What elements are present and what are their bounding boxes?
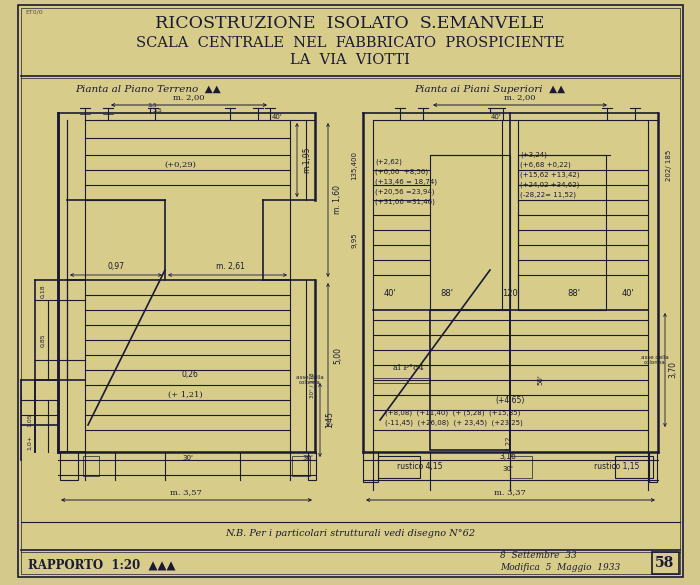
Text: 1,05: 1,05 [27, 413, 32, 427]
Bar [510, 456, 532, 478]
Text: Pianta al Piano Terreno  ▲▲: Pianta al Piano Terreno ▲▲ [75, 84, 221, 94]
Text: 40': 40' [491, 114, 501, 120]
Text: al P°84: al P°84 [393, 364, 424, 372]
Text: ET0/0: ET0/0 [25, 9, 43, 14]
Text: 40': 40' [272, 114, 282, 120]
Text: m. 2,00: m. 2,00 [504, 93, 536, 101]
Text: m. 2,00: m. 2,00 [174, 93, 204, 101]
Text: asse della
colonna: asse della colonna [296, 374, 324, 386]
Text: 202/ 185: 202/ 185 [666, 149, 672, 181]
Bar [378, 456, 420, 478]
Text: 0,18: 0,18 [41, 284, 46, 298]
Bar [430, 155, 510, 310]
Text: 1,0+: 1,0+ [27, 435, 32, 450]
Text: 30': 30' [183, 455, 193, 461]
Bar [430, 310, 510, 450]
Bar [652, 552, 679, 574]
Text: (-11,45)  (+26,08)  (+ 23,45)  (+23,25): (-11,45) (+26,08) (+ 23,45) (+23,25) [385, 420, 523, 426]
Text: Modifica  5  Maggio  1933: Modifica 5 Maggio 1933 [500, 563, 620, 573]
Text: 5,00: 5,00 [333, 346, 342, 363]
Text: m. 3,57: m. 3,57 [170, 488, 202, 496]
Text: 9,95: 9,95 [351, 232, 357, 248]
Text: (+15,62 +13,42): (+15,62 +13,42) [520, 172, 580, 178]
Text: (+ 1,21): (+ 1,21) [168, 391, 202, 399]
Text: 3,70: 3,70 [668, 362, 677, 378]
Text: (+31,06 =31,46): (+31,06 =31,46) [375, 199, 435, 205]
Text: 30': 30' [503, 466, 513, 472]
Text: RICOSTRUZIONE  ISOLATO  S.EMANVELE: RICOSTRUZIONE ISOLATO S.EMANVELE [155, 15, 545, 33]
Text: N.B. Per i particolari strutturali vedi disegno N°62: N.B. Per i particolari strutturali vedi … [225, 529, 475, 539]
Text: 0,85: 0,85 [41, 333, 46, 347]
Text: 1,22: 1,22 [505, 435, 511, 451]
Text: 0,26: 0,26 [181, 370, 198, 380]
Bar [649, 452, 657, 482]
Text: rustico 4,15: rustico 4,15 [398, 462, 442, 470]
Bar [518, 155, 606, 310]
Text: 120: 120 [502, 288, 518, 298]
Text: (+24,02 +34,62): (+24,02 +34,62) [520, 182, 580, 188]
Text: rustico 1,15: rustico 1,15 [594, 462, 640, 470]
Text: 0,97: 0,97 [108, 262, 125, 271]
Text: 30° / 178: 30° / 178 [310, 372, 315, 398]
Text: 3,5: 3,5 [147, 103, 157, 108]
Text: LA  VIA  VIOTTI: LA VIA VIOTTI [290, 53, 410, 67]
Bar [292, 456, 310, 476]
Text: Pianta ai Piani Superiori  ▲▲: Pianta ai Piani Superiori ▲▲ [414, 84, 566, 94]
Text: 3,16: 3,16 [500, 452, 517, 460]
Text: (+20,56 =23,94): (+20,56 =23,94) [375, 189, 435, 195]
Text: m. 2,61: m. 2,61 [216, 262, 244, 271]
Text: 30': 30' [302, 455, 314, 461]
Bar [60, 452, 78, 480]
Bar [83, 456, 99, 476]
Text: 40': 40' [384, 288, 396, 298]
Bar [308, 452, 316, 480]
Text: (+13,46 = 18,74): (+13,46 = 18,74) [375, 179, 437, 185]
Text: 40': 40' [622, 288, 634, 298]
Text: SCALA  CENTRALE  NEL  FABBRICATO  PROSPICIENTE: SCALA CENTRALE NEL FABBRICATO PROSPICIEN… [136, 36, 564, 50]
Text: (+6,68 +0,22): (+6,68 +0,22) [520, 161, 570, 168]
Text: (+2,62): (+2,62) [375, 159, 402, 165]
Text: (+8,08)  (+11,40)  (+ (5,28)  (+15,85): (+8,08) (+11,40) (+ (5,28) (+15,85) [385, 410, 520, 417]
Text: 88': 88' [568, 288, 580, 298]
Text: (-28,22= 11,52): (-28,22= 11,52) [520, 192, 576, 198]
Text: 1,45: 1,45 [325, 412, 334, 428]
Text: (+3,24): (+3,24) [520, 152, 547, 159]
Text: asse della
colonna: asse della colonna [641, 355, 669, 366]
Bar [615, 456, 653, 478]
Text: m.1,95: m.1,95 [302, 147, 311, 173]
Text: 3,5: 3,5 [152, 108, 162, 113]
Text: 58: 58 [655, 556, 675, 570]
Text: RAPPORTO  1:20  ▲▲▲: RAPPORTO 1:20 ▲▲▲ [28, 559, 176, 572]
Text: 8  Settembre  33: 8 Settembre 33 [500, 552, 577, 560]
Bar [363, 452, 378, 482]
Text: 88': 88' [440, 288, 454, 298]
Text: 50': 50' [537, 374, 543, 386]
Text: m. 1,60: m. 1,60 [333, 185, 342, 215]
Text: 135,400: 135,400 [351, 150, 357, 180]
Text: m. 3,37: m. 3,37 [494, 488, 526, 496]
Text: (+4,65): (+4,65) [496, 395, 525, 404]
Text: (+0,29): (+0,29) [164, 161, 196, 169]
Text: (+6,06  +8,56): (+6,06 +8,56) [375, 168, 428, 176]
